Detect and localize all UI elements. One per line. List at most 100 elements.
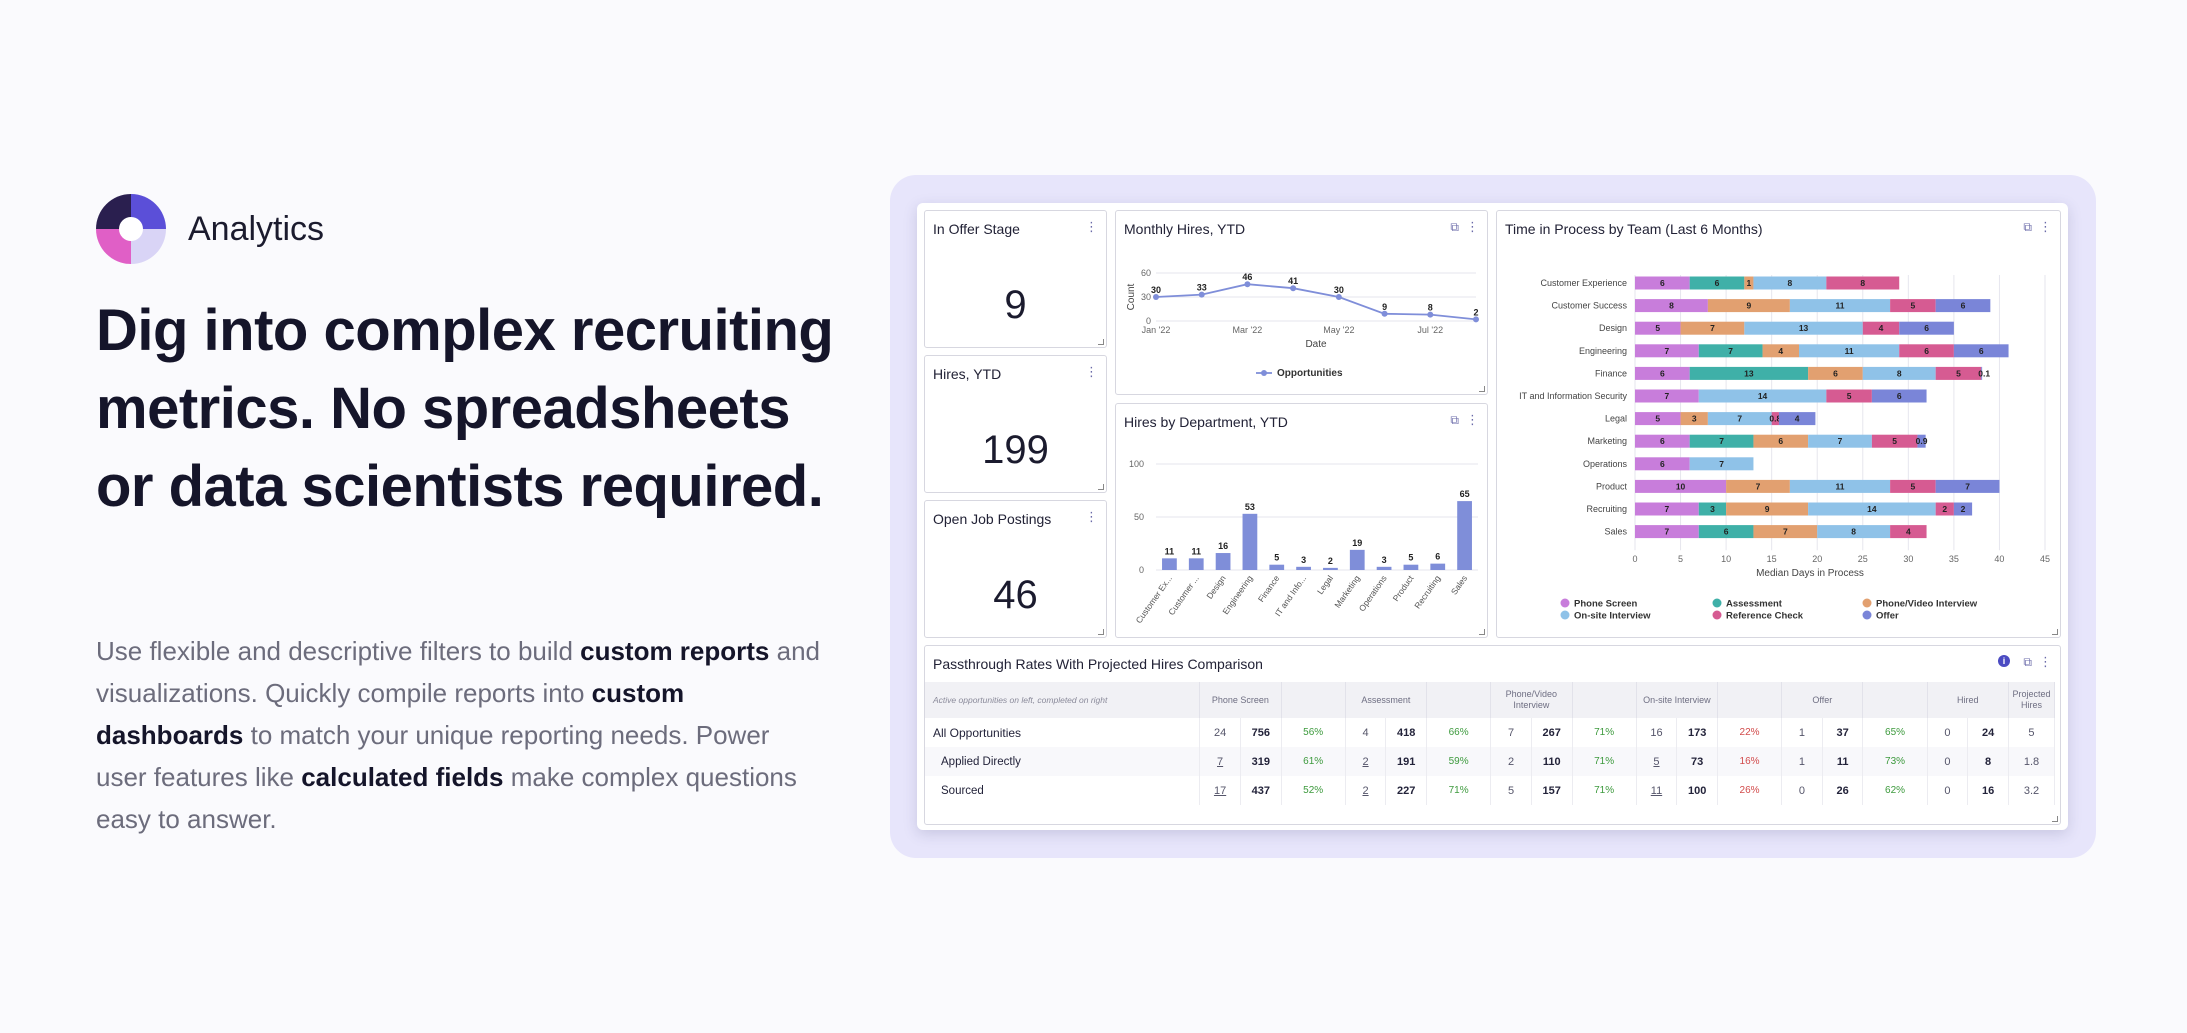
count-cell: 16 [1636, 718, 1678, 747]
data-label: 11 [1165, 546, 1175, 556]
table-row[interactable]: All Opportunities 24 756 56% 4 418 66% 7 267 71% 1… [925, 718, 2056, 747]
header-spacer [1862, 682, 1928, 718]
count-cell: 1.8 [2008, 747, 2056, 776]
count-cell: 5 [1636, 747, 1678, 776]
resize-handle-icon[interactable] [1479, 629, 1485, 635]
segment-label: 1 [1747, 278, 1752, 288]
table-row[interactable]: Sourced 17 437 52% 2 227 71% 5 157 71% 11 100 26% 0 26… [925, 776, 2056, 805]
kpi-value: 9 [1004, 283, 1027, 327]
legend-swatch [1560, 598, 1570, 608]
more-menu-icon[interactable]: ⋮ [1085, 219, 1098, 234]
bar-segment [1635, 276, 1690, 290]
dashboard: In Offer Stage ⋮ 9 Hires, YTD ⋮ 199 Open… [917, 203, 2068, 830]
headline: Dig into complex recruiting metrics. No … [96, 298, 834, 519]
bar [1403, 564, 1419, 570]
hires-by-department-card[interactable]: Hires by Department, YTD ⧉ ⋮ 100 50 0 11 Cus… [1115, 403, 1488, 638]
segment-label: 11 [1836, 481, 1845, 491]
series-line [1155, 283, 1477, 321]
segment-label: 14 [1867, 504, 1877, 514]
category-label: Product [1596, 481, 1628, 491]
count-cell: 267 [1531, 718, 1573, 747]
logo-quadrant-purple [131, 194, 166, 229]
x-tick-label: Design [1204, 573, 1228, 601]
header-stage: Phone/Video Interview [1490, 682, 1573, 718]
passthrough-card[interactable]: Passthrough Rates With Projected Hires C… [924, 645, 2061, 825]
x-tick-label: 5 [1678, 554, 1683, 564]
segment-label: 2 [1942, 504, 1947, 514]
resize-handle-icon[interactable] [1479, 386, 1485, 392]
more-menu-icon[interactable]: ⋮ [1085, 364, 1098, 379]
category-label: Finance [1595, 368, 1627, 378]
bar-segment [1635, 502, 1699, 516]
bar-segment [1689, 366, 1809, 380]
bar-segment [1744, 276, 1754, 290]
data-label: 16 [1218, 541, 1228, 551]
segment-label: 6 [1660, 368, 1665, 378]
data-point [1244, 281, 1251, 288]
header-stage: Assessment [1345, 682, 1428, 718]
category-label: Engineering [1579, 346, 1627, 356]
legend-swatch [1862, 610, 1872, 620]
resize-handle-icon[interactable] [2052, 629, 2058, 635]
passthrough-rate-cell: 22% [1717, 718, 1783, 747]
passthrough-rate-cell: 52% [1281, 776, 1346, 805]
time-in-process-card[interactable]: Time in Process by Team (Last 6 Months) … [1496, 210, 2061, 638]
data-point [1198, 291, 1205, 298]
count-cell: 319 [1240, 747, 1282, 776]
bar [1162, 558, 1177, 570]
more-menu-icon[interactable]: ⋮ [1466, 412, 1479, 427]
segment-label: 6 [1979, 346, 1984, 356]
open-external-icon[interactable]: ⧉ [1450, 220, 1459, 234]
category-label: Recruiting [1586, 504, 1627, 514]
bar-segment [1771, 412, 1779, 426]
segment-label: 9 [1765, 504, 1770, 514]
segment-label: 6 [1660, 278, 1665, 288]
open-external-icon[interactable]: ⧉ [2023, 220, 2032, 234]
logo-quadrant-lilac [131, 229, 166, 264]
brand: Analytics [96, 194, 324, 264]
bar-segment [1808, 366, 1863, 380]
count-cell: 227 [1385, 776, 1428, 805]
segment-label: 3 [1710, 504, 1715, 514]
kpi-card-open-jobs[interactable]: Open Job Postings ⋮ 46 [924, 500, 1107, 638]
resize-handle-icon[interactable] [1098, 339, 1104, 345]
kpi-card-in-offer[interactable]: In Offer Stage ⋮ 9 [924, 210, 1107, 348]
resize-handle-icon[interactable] [1098, 629, 1104, 635]
header-spacer [1426, 682, 1492, 718]
passthrough-rate-cell: 71% [1572, 718, 1637, 747]
count-cell: 3.2 [2008, 776, 2056, 805]
open-external-icon[interactable]: ⧉ [2023, 655, 2032, 669]
segment-label: 0.9 [1916, 436, 1928, 446]
table-row[interactable]: Applied Directly 7 319 61% 2 191 59% 2 110 71% 5 73… [925, 747, 2056, 776]
segment-label: 11 [1836, 301, 1845, 311]
open-external-icon[interactable]: ⧉ [1450, 413, 1459, 427]
resize-handle-icon[interactable] [2052, 816, 2058, 822]
more-menu-icon[interactable]: ⋮ [2039, 219, 2052, 234]
bar-segment [1726, 479, 1790, 493]
kpi-card-hires-ytd[interactable]: Hires, YTD ⋮ 199 [924, 355, 1107, 493]
more-menu-icon[interactable]: ⋮ [1466, 219, 1479, 234]
more-menu-icon[interactable]: ⋮ [1085, 509, 1098, 524]
card-title: Passthrough Rates With Projected Hires C… [933, 656, 1263, 672]
segment-label: 7 [1719, 459, 1724, 469]
data-label: 30 [1151, 285, 1161, 295]
passthrough-rate-cell: 59% [1426, 747, 1492, 776]
bar-segment [1744, 321, 1863, 335]
bar [1430, 563, 1446, 570]
monthly-hires-card[interactable]: Monthly Hires, YTD ⧉ ⋮ 60 30 0 Count Jan '22… [1115, 210, 1488, 395]
header-spacer [1572, 682, 1637, 718]
bar-segment [1890, 479, 1936, 493]
bar-segment [1899, 344, 1954, 358]
resize-handle-icon[interactable] [1098, 484, 1104, 490]
segment-label: 7 [1783, 527, 1788, 537]
more-menu-icon[interactable]: ⋮ [2039, 654, 2052, 669]
y-tick-label: 0 [1146, 316, 1151, 326]
info-icon[interactable]: i [1998, 655, 2010, 667]
count-cell: 5 [1490, 776, 1532, 805]
kpi-title: In Offer Stage [933, 221, 1020, 237]
bar-segment [1862, 366, 1936, 380]
count-cell: 73 [1676, 747, 1719, 776]
data-point [1427, 311, 1434, 318]
x-tick-label: Product [1391, 573, 1416, 603]
